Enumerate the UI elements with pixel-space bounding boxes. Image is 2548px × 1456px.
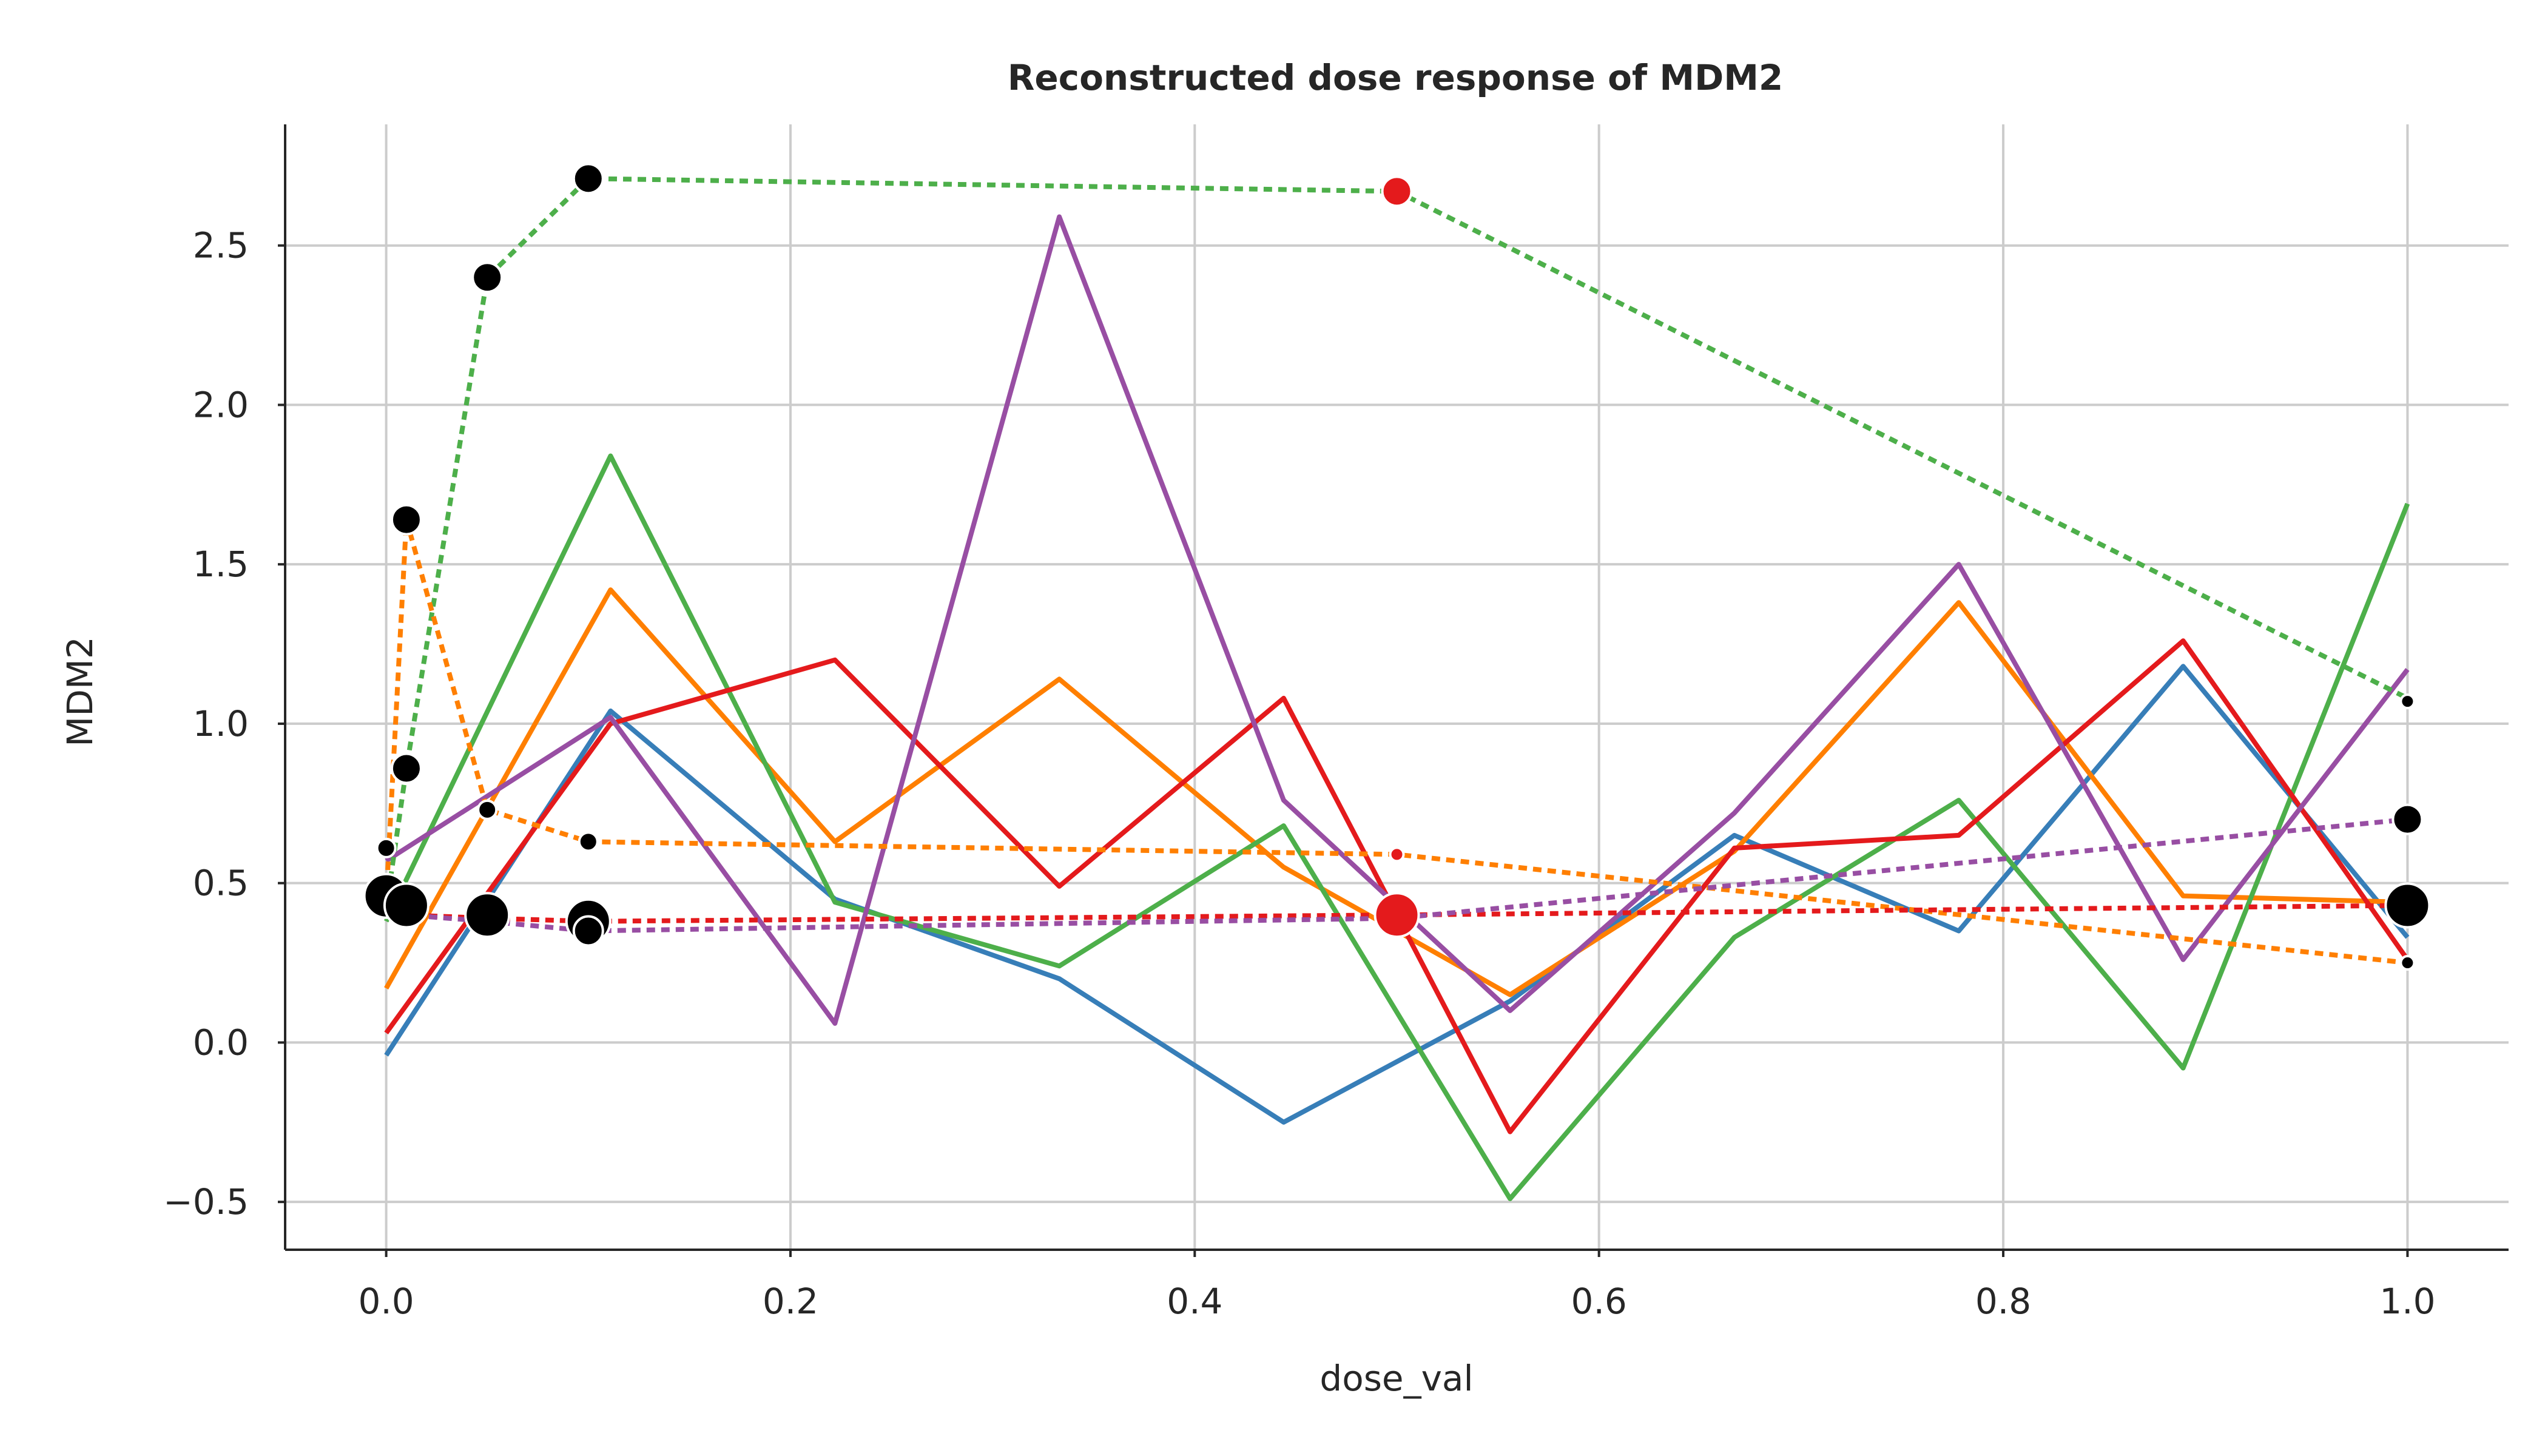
observed-point bbox=[578, 831, 599, 852]
solid-series-line bbox=[383, 453, 2410, 1201]
observed-point bbox=[390, 504, 422, 536]
observed-point bbox=[2391, 803, 2424, 835]
observed-point bbox=[464, 892, 511, 939]
observed-point bbox=[572, 163, 604, 195]
y-tick-label: 2.5 bbox=[193, 225, 249, 266]
x-tick-label: 0.4 bbox=[1167, 1281, 1222, 1322]
highlighted-point bbox=[1381, 175, 1413, 207]
dotted-series-line bbox=[383, 517, 2408, 966]
highlighted-point bbox=[1389, 846, 1405, 863]
observed-point bbox=[2399, 955, 2416, 971]
highlighted-point bbox=[1373, 892, 1420, 939]
y-tick-label: 2.0 bbox=[193, 384, 249, 425]
observed-point bbox=[471, 261, 504, 294]
x-tick-label: 1.0 bbox=[2379, 1281, 2435, 1322]
y-tick-label: 1.5 bbox=[193, 544, 249, 585]
x-ticks: 0.0 0.2 0.4 0.6 0.8 1.0 bbox=[358, 1250, 2436, 1322]
y-ticks: −0.5 0.0 0.5 1.0 1.5 2.0 2.5 bbox=[163, 225, 285, 1222]
y-axis-label: MDM2 bbox=[59, 636, 101, 747]
observed-point bbox=[2384, 882, 2431, 929]
observed-point bbox=[383, 882, 430, 929]
series-layer bbox=[383, 176, 2410, 1201]
observed-point bbox=[390, 752, 422, 784]
observed-point bbox=[2399, 693, 2416, 710]
y-tick-label: 0.0 bbox=[193, 1022, 249, 1063]
x-tick-label: 0.2 bbox=[763, 1281, 818, 1322]
x-tick-label: 0.8 bbox=[1975, 1281, 2031, 1322]
y-tick-label: 0.5 bbox=[193, 863, 249, 904]
y-tick-label: 1.0 bbox=[193, 703, 249, 744]
y-tick-label: −0.5 bbox=[163, 1181, 249, 1222]
x-tick-label: 0.0 bbox=[358, 1281, 414, 1322]
x-axis-label: dose_val bbox=[1320, 1358, 1473, 1399]
grid bbox=[285, 124, 2509, 1250]
chart-title: Reconstructed dose response of MDM2 bbox=[1008, 57, 1784, 98]
x-tick-label: 0.6 bbox=[1571, 1281, 1627, 1322]
dotted-series-line bbox=[383, 176, 2409, 909]
points-layer bbox=[363, 163, 2431, 971]
observed-point bbox=[477, 799, 498, 820]
solid-series-line bbox=[384, 638, 2410, 1134]
observed-point bbox=[572, 915, 604, 947]
axes bbox=[284, 124, 2509, 1251]
observed-point bbox=[376, 837, 397, 858]
solid-series-line bbox=[384, 664, 2410, 1125]
